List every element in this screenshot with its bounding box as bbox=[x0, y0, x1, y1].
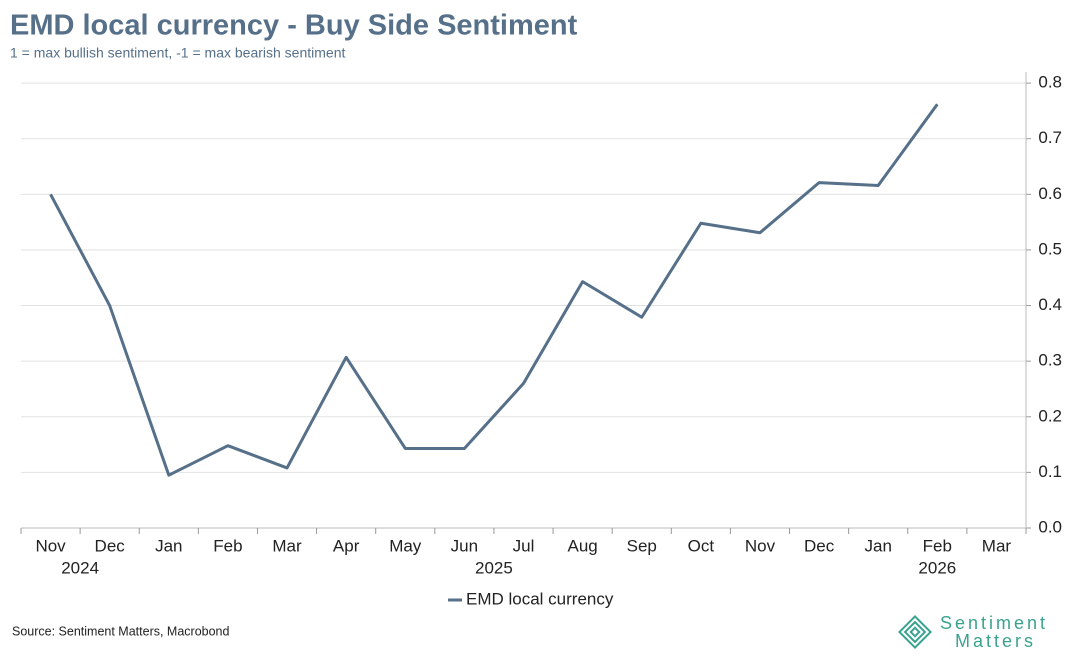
x-tick-label: Oct bbox=[688, 536, 715, 555]
y-tick-label: 0.7 bbox=[1038, 128, 1062, 147]
logo-text: Sentiment bbox=[940, 613, 1048, 633]
y-tick-label: 0.0 bbox=[1038, 517, 1062, 536]
legend-label: EMD local currency bbox=[466, 589, 614, 608]
x-tick-label: Sep bbox=[627, 536, 657, 555]
logo-text: Matters bbox=[955, 631, 1036, 651]
x-year-label: 2026 bbox=[918, 558, 956, 577]
x-tick-label: Mar bbox=[272, 536, 302, 555]
chart-title: EMD local currency - Buy Side Sentiment bbox=[10, 10, 578, 42]
x-tick-label: Feb bbox=[923, 536, 952, 555]
y-tick-label: 0.6 bbox=[1038, 184, 1062, 203]
x-year-label: 2025 bbox=[475, 558, 513, 577]
x-tick-label: May bbox=[389, 536, 422, 555]
source: Source: Sentiment Matters, Macrobond bbox=[12, 624, 230, 638]
x-tick-label: Jul bbox=[513, 536, 535, 555]
x-tick-label: Nov bbox=[745, 536, 776, 555]
x-tick-label: Aug bbox=[567, 536, 597, 555]
x-tick-label: Feb bbox=[213, 536, 242, 555]
x-year-label: 2024 bbox=[61, 558, 99, 577]
y-tick-label: 0.4 bbox=[1038, 295, 1062, 314]
y-tick-label: 0.8 bbox=[1038, 73, 1062, 92]
y-tick-label: 0.2 bbox=[1038, 406, 1062, 425]
x-tick-label: Dec bbox=[95, 536, 126, 555]
y-tick-label: 0.1 bbox=[1038, 462, 1062, 481]
x-tick-label: Jun bbox=[451, 536, 478, 555]
x-tick-label: Nov bbox=[35, 536, 66, 555]
y-tick-label: 0.3 bbox=[1038, 351, 1062, 370]
data-line bbox=[49, 103, 939, 477]
chart-subtitle: 1 = max bullish sentiment, -1 = max bear… bbox=[10, 45, 345, 61]
y-tick-label: 0.5 bbox=[1038, 239, 1062, 258]
x-tick-label: Apr bbox=[333, 536, 360, 555]
x-tick-label: Jan bbox=[155, 536, 182, 555]
logo-icon bbox=[898, 615, 932, 649]
x-tick-label: Jan bbox=[864, 536, 891, 555]
x-tick-label: Mar bbox=[982, 536, 1012, 555]
x-tick-label: Dec bbox=[804, 536, 835, 555]
